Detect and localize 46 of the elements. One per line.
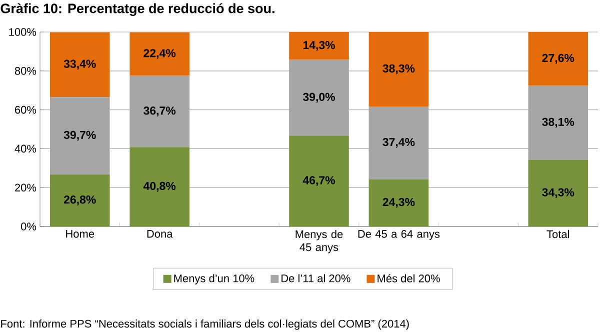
x-tick-label: De 45 a 64 anys: [358, 230, 440, 240]
data-label: 36,7%: [144, 106, 176, 116]
data-label: 33,4%: [64, 60, 96, 70]
data-label: 37,4%: [382, 138, 415, 148]
x-tick-label: Menys de 45 anys: [296, 230, 343, 254]
legend-label: Menys d’un 10%: [174, 274, 254, 284]
bar: [50, 32, 110, 98]
bar: [528, 32, 588, 86]
bar: [368, 32, 429, 106]
data-label: 39,0%: [302, 92, 335, 103]
bar: [50, 97, 110, 174]
text: Font: Informe PPS “Necessitats socials i familiars dels col·legiats del COMB” (2014): [1, 320, 409, 330]
data-label: 40,8%: [143, 182, 176, 192]
bar: [289, 136, 349, 226]
bar: [130, 76, 190, 148]
bar: [130, 147, 190, 226]
y-tick-label: 60%: [15, 106, 36, 114]
chart-title: Gràfic 10: Percentatge de reducció de sou.: [0, 3, 274, 16]
y-tick-label: 100%: [9, 28, 36, 36]
x-tick-label: Total: [546, 230, 570, 238]
x-tick-label: Home: [66, 230, 94, 238]
data-label: 22,4%: [144, 49, 176, 59]
bar: [130, 32, 190, 76]
y-tick-label: 20%: [15, 184, 36, 192]
data-label: 38,3%: [382, 64, 415, 74]
data-label: 26,8%: [64, 196, 96, 206]
legend-label: De l’11 al 20%: [282, 274, 350, 282]
y-tick-label: 0%: [21, 222, 36, 230]
data-label: 24,3%: [382, 198, 415, 208]
bar: [50, 174, 110, 226]
y-tick-label: 80%: [14, 67, 36, 75]
bar: [528, 86, 588, 160]
bar: [528, 160, 588, 226]
y-tick-label: 40%: [14, 144, 36, 153]
data-label: 46,7%: [302, 176, 335, 186]
data-label: 14,3%: [303, 40, 335, 51]
data-label: 34,3%: [542, 188, 574, 198]
x-tick-label: Dona: [147, 230, 173, 238]
data-label: 38,1%: [542, 118, 574, 128]
data-label: 39,7%: [64, 130, 96, 141]
bar: [289, 60, 349, 136]
data-label: 27,6%: [542, 54, 574, 64]
legend-label: Més del 20%: [378, 274, 440, 282]
bar: [289, 32, 349, 60]
bar: [368, 179, 429, 226]
bar: [368, 106, 429, 180]
